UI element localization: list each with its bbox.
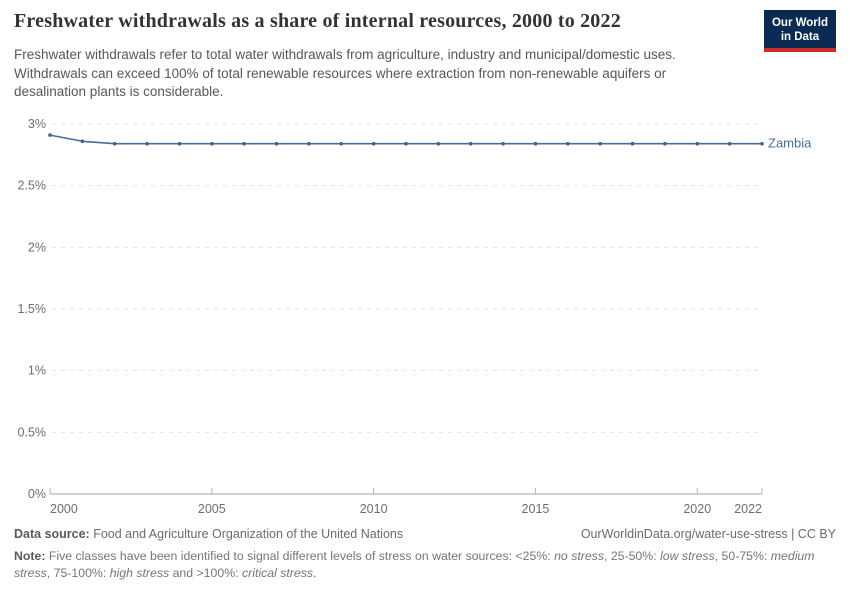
y-axis-tick-label: 2% — [28, 240, 46, 254]
data-point — [80, 139, 85, 144]
text-segment: , 25-50%: — [603, 549, 661, 563]
page-title: Freshwater withdrawals as a share of int… — [14, 10, 621, 32]
text-segment: , 75-100%: — [46, 565, 110, 580]
footer-note: Note: Five classes have been identified … — [14, 548, 836, 581]
data-point — [371, 141, 376, 146]
text-segment: Note: — [14, 549, 49, 563]
footer-source-row: Data source: Food and Agriculture Organi… — [14, 527, 836, 542]
text-segment: no stress — [554, 549, 604, 563]
text-segment: , 50-75%: — [714, 549, 771, 563]
owid-logo-line2: in Data — [780, 31, 820, 43]
x-axis-tick-label: 2010 — [360, 502, 388, 516]
data-point — [663, 141, 667, 146]
y-axis-tick-label: 1% — [28, 364, 46, 378]
data-point — [274, 141, 279, 146]
y-axis-tick-label: 3% — [28, 117, 46, 131]
data-point — [760, 141, 764, 146]
text-segment: medium stress — [14, 549, 815, 580]
data-point — [177, 141, 182, 146]
data-point — [566, 141, 570, 146]
data-point — [307, 141, 311, 146]
text-segment: Data source: — [14, 527, 94, 541]
text-segment: high stress — [109, 565, 170, 580]
y-axis-tick-label: 1.5% — [18, 302, 47, 316]
data-point — [727, 141, 732, 146]
data-point — [695, 141, 700, 146]
data-point — [436, 141, 441, 146]
text-segment: . — [313, 565, 317, 580]
x-axis-tick-label: 2000 — [50, 502, 78, 516]
x-axis-tick-label: 2022 — [734, 502, 762, 516]
data-point — [112, 141, 117, 146]
y-axis-tick-label: 0% — [28, 487, 46, 501]
data-point — [210, 141, 214, 146]
owid-logo[interactable]: Our World in Data — [763, 10, 836, 52]
y-axis-tick-label: 0.5% — [18, 425, 47, 439]
data-point — [242, 141, 246, 146]
data-point — [533, 141, 538, 146]
text-segment: and >100%: — [169, 565, 242, 580]
data-point — [630, 141, 635, 146]
text-segment: Five classes have been identified to sig… — [48, 549, 555, 563]
series-end-label: Zambia — [768, 136, 812, 151]
data-point — [598, 141, 602, 146]
data-point — [339, 141, 344, 146]
text-segment: critical stress — [241, 565, 314, 580]
chart-subtitle: Freshwater withdrawals refer to total wa… — [14, 47, 676, 99]
x-axis-tick-label: 2020 — [683, 502, 711, 516]
data-point — [468, 141, 473, 146]
x-axis-tick-label: 2005 — [198, 502, 226, 516]
data-point — [48, 133, 52, 137]
series-line — [49, 134, 763, 145]
text-segment: Food and Agriculture Organization of the… — [93, 527, 404, 541]
footer-citation-link[interactable]: OurWorldinData.org/water-use-stress | CC… — [580, 527, 836, 541]
data-point — [501, 141, 505, 146]
y-axis-tick-label: 2.5% — [18, 179, 47, 193]
data-point — [145, 141, 149, 146]
text-segment: low stress — [660, 549, 715, 563]
x-axis-tick-label: 2015 — [522, 502, 550, 516]
data-source-text: Data source: Food and Agriculture Organi… — [14, 527, 403, 542]
owid-logo-line1: Our World — [771, 17, 828, 29]
data-point — [404, 141, 408, 146]
